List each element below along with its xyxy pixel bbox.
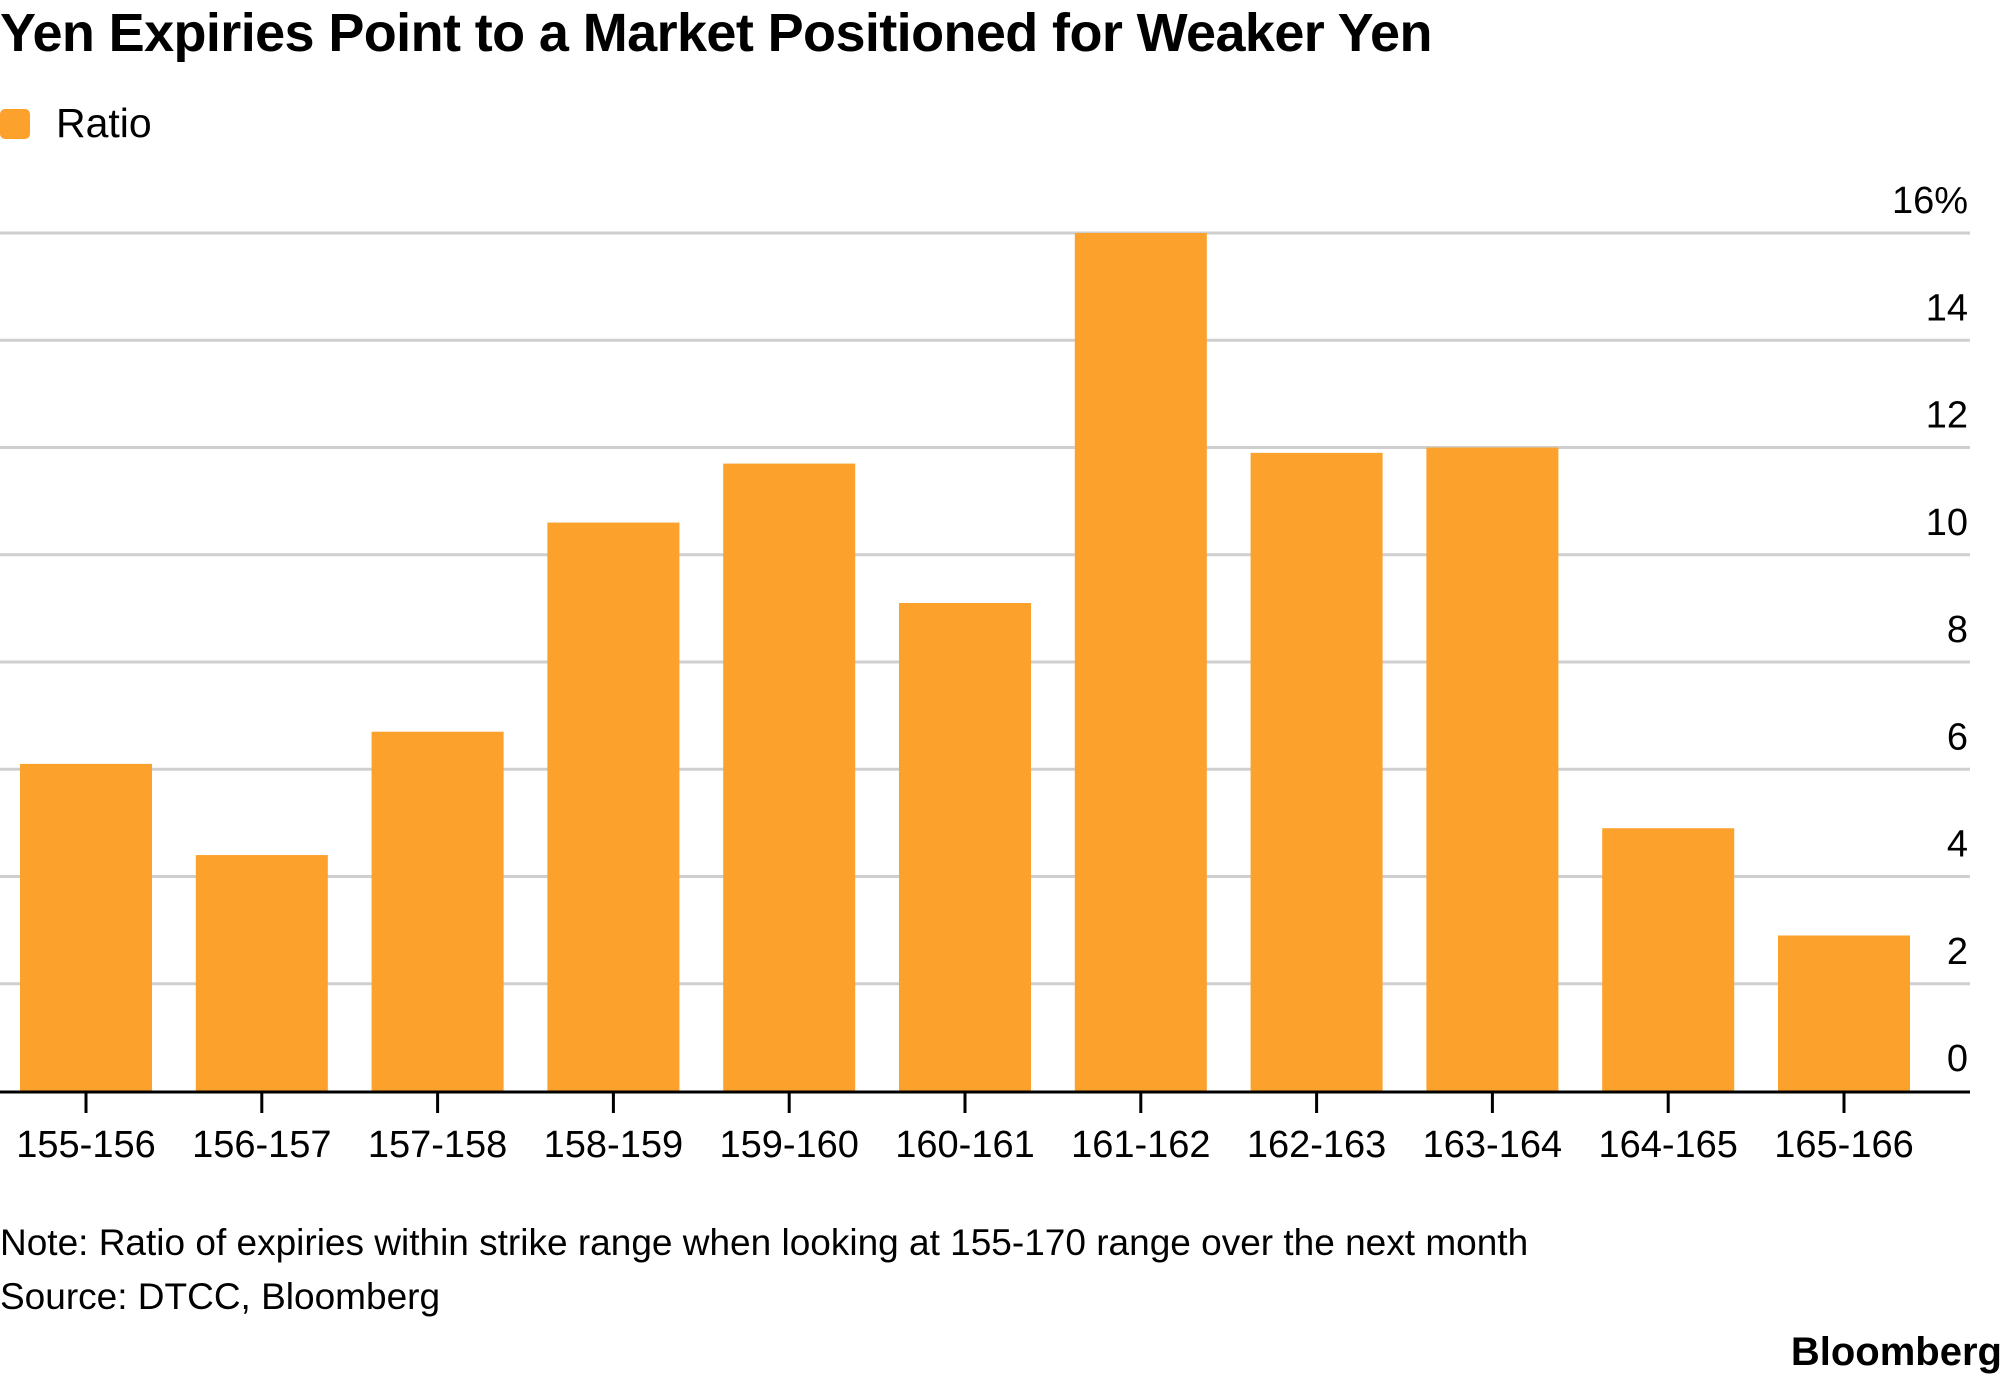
bar xyxy=(1074,233,1207,1091)
x-tick-label: 161-162 xyxy=(1071,1124,1210,1166)
y-tick-label: 12 xyxy=(1926,395,1968,437)
chart-note: Note: Ratio of expiries within strike ra… xyxy=(0,1222,1529,1263)
bar xyxy=(371,731,504,1091)
y-axis-labels: 0 2 4 6 8 10 12 14 16% xyxy=(1892,180,1968,1080)
x-tick-label: 158-159 xyxy=(544,1124,683,1166)
legend-label: Ratio xyxy=(56,100,152,146)
x-tick-label: 155-156 xyxy=(16,1124,155,1166)
chart-source: Source: DTCC, Bloomberg xyxy=(0,1276,441,1317)
bar xyxy=(547,522,680,1091)
bar xyxy=(1602,828,1735,1091)
y-tick-label: 14 xyxy=(1926,287,1968,329)
x-tick-label: 160-161 xyxy=(895,1124,1034,1166)
x-tick-label: 162-163 xyxy=(1247,1124,1386,1166)
bar xyxy=(1250,452,1383,1091)
bars xyxy=(20,233,1910,1091)
x-axis xyxy=(0,1090,1970,1113)
bar xyxy=(195,855,328,1091)
y-tick-label: 2 xyxy=(1947,931,1968,973)
legend: Ratio xyxy=(0,100,152,147)
x-axis-labels: 155-156 156-157 157-158 158-159 159-160 160-1… xyxy=(16,1124,1913,1166)
chart-title: Yen Expiries Point to a Market Positione… xyxy=(0,3,1432,63)
bloomberg-logo: Bloomberg xyxy=(1790,1330,2002,1374)
x-tick-label: 156-157 xyxy=(192,1124,331,1166)
x-tick-label: 164-165 xyxy=(1598,1124,1737,1166)
bar xyxy=(20,763,152,1091)
y-tick-label: 8 xyxy=(1947,609,1968,651)
bar xyxy=(1426,447,1559,1091)
y-tick-label: 10 xyxy=(1926,502,1968,544)
x-tick-label: 163-164 xyxy=(1423,1124,1562,1166)
x-tick-label: 157-158 xyxy=(368,1124,507,1166)
bar xyxy=(899,603,1031,1091)
y-tick-label: 6 xyxy=(1947,716,1968,758)
bar xyxy=(1778,935,1910,1091)
x-tick-label: 165-166 xyxy=(1774,1124,1913,1166)
y-tick-label: 4 xyxy=(1947,824,1968,866)
y-tick-label: 0 xyxy=(1947,1038,1968,1080)
y-tick-label: 16% xyxy=(1892,180,1968,222)
legend-swatch xyxy=(0,108,30,139)
x-tick-label: 159-160 xyxy=(719,1124,858,1166)
bar-chart: 0 2 4 6 8 10 12 14 16% 155-156 156-157 157-158 158-… xyxy=(0,180,1970,1166)
bar xyxy=(723,463,856,1091)
